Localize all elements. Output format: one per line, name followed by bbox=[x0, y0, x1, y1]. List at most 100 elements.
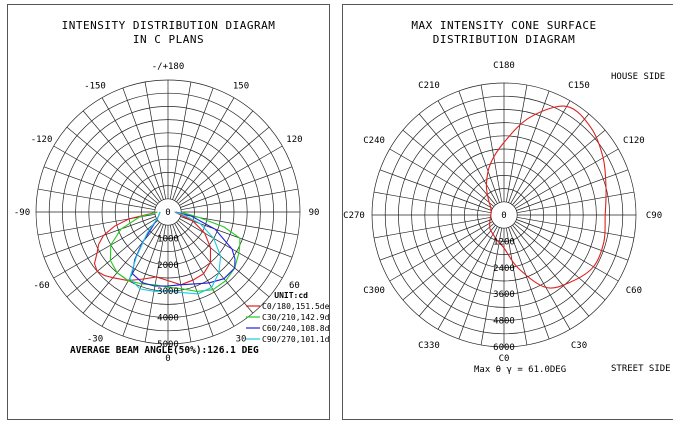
c-plane-label: C330 bbox=[418, 341, 440, 351]
c-plane-label: C30 bbox=[571, 341, 587, 351]
grid-spoke bbox=[480, 84, 503, 203]
radial-tick-label: 0 bbox=[501, 211, 506, 221]
grid-spoke bbox=[169, 224, 192, 343]
c-plane-label: C270 bbox=[343, 211, 365, 221]
grid-spoke bbox=[437, 226, 498, 330]
grid-spoke bbox=[516, 216, 635, 239]
radial-tick-label: 3000 bbox=[157, 287, 179, 297]
grid-spoke bbox=[82, 110, 160, 203]
house-side-label: HOUSE SIDE bbox=[611, 72, 665, 82]
grid-spoke bbox=[373, 216, 492, 239]
grid-spoke bbox=[53, 218, 157, 279]
angle-tick-label: 60 bbox=[289, 281, 300, 291]
radial-tick-label: 4800 bbox=[493, 317, 515, 327]
grid-spoke bbox=[101, 223, 162, 327]
angle-tick-label: 30 bbox=[236, 334, 247, 344]
c-plane-label: C90 bbox=[646, 211, 662, 221]
grid-spoke bbox=[508, 90, 550, 203]
right-polar-curves bbox=[485, 105, 607, 289]
radial-tick-label: 5000 bbox=[157, 340, 179, 350]
grid-spoke bbox=[172, 87, 214, 200]
grid-spoke bbox=[458, 227, 500, 340]
street-side-label: STREET SIDE bbox=[611, 364, 671, 374]
left-polar-labels: 0 1000 2000 3000 4000 5000 -/+180 150 -150 120 -12… bbox=[14, 62, 320, 364]
grid-spoke bbox=[43, 216, 156, 258]
grid-spoke bbox=[402, 129, 495, 207]
left-polar-grid bbox=[35, 79, 301, 345]
radial-tick-label: 0 bbox=[165, 208, 170, 218]
grid-spoke bbox=[379, 219, 492, 261]
angle-tick-label: 120 bbox=[286, 135, 302, 145]
left-polar-curves bbox=[93, 211, 241, 295]
grid-spoke bbox=[180, 188, 299, 211]
grid-spoke bbox=[510, 226, 571, 330]
c-plane-label: C300 bbox=[363, 286, 385, 296]
grid-spoke bbox=[505, 84, 528, 203]
grid-spoke bbox=[480, 227, 503, 346]
c-plane-label: C120 bbox=[623, 136, 645, 146]
grid-spoke bbox=[508, 227, 550, 340]
c-plane-label: C60 bbox=[626, 286, 642, 296]
angle-tick-label: 0 bbox=[165, 354, 170, 364]
c0-label: C0 bbox=[499, 354, 510, 364]
grid-spoke bbox=[515, 221, 619, 282]
grid-spoke bbox=[176, 110, 254, 203]
angle-tick-label: 90 bbox=[309, 208, 320, 218]
grid-spoke bbox=[82, 221, 160, 314]
c-plane-label: C150 bbox=[568, 81, 590, 91]
radial-tick-label: 3600 bbox=[493, 290, 515, 300]
right-polar-chart: 0 1200 2400 3600 4800 6000 C180 C150 C120 C90 C60 C… bbox=[343, 61, 671, 375]
grid-spoke bbox=[516, 169, 629, 211]
grid-spoke bbox=[418, 113, 496, 206]
grid-spoke bbox=[179, 145, 283, 206]
right-polar-grid bbox=[371, 82, 637, 348]
grid-spoke bbox=[66, 220, 159, 298]
legend-label: C0/180,151.5deg bbox=[262, 302, 329, 311]
series-line-c30 bbox=[109, 211, 241, 292]
grid-spoke bbox=[513, 129, 606, 207]
left-chart-panel: INTENSITY DISTRIBUTION DIAGRAM IN C PLAN… bbox=[7, 4, 330, 420]
grid-spoke bbox=[379, 169, 492, 211]
grid-spoke bbox=[512, 113, 590, 206]
max-angle-label: Max θ γ = 61.0DEG bbox=[474, 365, 566, 375]
right-polar-labels: 0 1200 2400 3600 4800 6000 C180 C150 C120 C90 C60 C… bbox=[343, 61, 662, 353]
radial-tick-label: 1200 bbox=[493, 237, 515, 247]
radial-tick-label: 6000 bbox=[493, 343, 515, 353]
grid-spoke bbox=[512, 224, 590, 317]
c-plane-label: C180 bbox=[493, 61, 515, 71]
right-chart-panel: MAX INTENSITY CONE SURFACE DISTRIBUTION … bbox=[342, 4, 673, 420]
grid-spoke bbox=[515, 148, 619, 209]
angle-tick-label: -150 bbox=[84, 82, 106, 92]
radial-tick-label: 2000 bbox=[157, 261, 179, 271]
grid-spoke bbox=[66, 126, 159, 204]
radial-tick-label: 1000 bbox=[157, 234, 179, 244]
c-plane-label: C210 bbox=[418, 81, 440, 91]
legend-label: C60/240,108.8deg bbox=[262, 324, 329, 333]
c-plane-label: C240 bbox=[363, 136, 385, 146]
max-intensity-curve bbox=[485, 105, 607, 289]
grid-spoke bbox=[101, 97, 162, 201]
grid-spoke bbox=[516, 191, 635, 214]
grid-spoke bbox=[389, 148, 493, 209]
grid-spoke bbox=[510, 100, 571, 204]
left-polar-chart: 0 1000 2000 3000 4000 5000 -/+180 150 -150 120 -12… bbox=[14, 62, 329, 364]
grid-spoke bbox=[513, 223, 606, 301]
right-chart-title-line2: DISTRIBUTION DIAGRAM bbox=[432, 33, 576, 46]
grid-spoke bbox=[180, 166, 293, 208]
grid-spoke bbox=[122, 87, 164, 200]
series-line-c90 bbox=[129, 211, 222, 295]
unit-label: UNIT:cd bbox=[274, 291, 308, 300]
angle-tick-label: 150 bbox=[233, 82, 249, 92]
grid-spoke bbox=[516, 219, 629, 261]
grid-spoke bbox=[176, 221, 254, 314]
grid-spoke bbox=[373, 191, 492, 214]
angle-tick-label: -90 bbox=[14, 208, 30, 218]
grid-spoke bbox=[177, 220, 270, 298]
grid-spoke bbox=[169, 81, 192, 200]
right-chart-title-line1: MAX INTENSITY CONE SURFACE bbox=[411, 19, 597, 32]
radial-tick-label: 4000 bbox=[157, 314, 179, 324]
grid-spoke bbox=[177, 126, 270, 204]
angle-tick-label: -60 bbox=[33, 281, 49, 291]
average-beam-angle: AVERAGE BEAM ANGLE(50%):126.1 DEG bbox=[70, 345, 259, 356]
grid-spoke bbox=[144, 81, 167, 200]
